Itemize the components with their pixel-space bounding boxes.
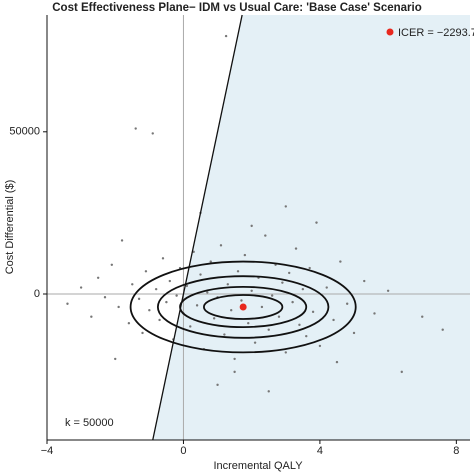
confidence-ellipse (179, 285, 308, 328)
simulation-point (288, 271, 291, 275)
simulation-point (127, 322, 131, 325)
simulation-point (148, 309, 151, 312)
simulation-point (103, 296, 107, 299)
simulation-point (318, 344, 322, 348)
simulation-point (284, 205, 287, 208)
simulation-point (441, 328, 444, 331)
confidence-ellipse (203, 294, 284, 320)
x-tick-label: 0 (180, 445, 186, 457)
threshold-line (152, 14, 243, 441)
simulation-point (195, 304, 199, 307)
simulation-point (226, 283, 229, 286)
legend-marker (386, 28, 394, 36)
simulation-point (250, 289, 253, 292)
simulation-point (277, 315, 281, 318)
simulation-point (267, 328, 270, 331)
simulation-point (66, 302, 69, 305)
simulation-point (209, 260, 212, 263)
simulation-point (189, 325, 192, 328)
y-axis-label: Cost Differential ($) (4, 180, 16, 275)
simulation-point (141, 331, 144, 335)
simulation-point (253, 341, 257, 344)
y-tick-label: 0 (34, 288, 40, 300)
simulation-point (161, 257, 165, 260)
simulation-point (247, 322, 250, 325)
simulation-point (267, 390, 270, 393)
simulation-point (90, 315, 93, 318)
simulation-point (332, 318, 335, 322)
simulation-point (114, 357, 117, 361)
x-tick-label: 8 (453, 445, 459, 457)
simulation-point (175, 294, 178, 297)
simulation-point (117, 305, 120, 309)
simulation-point (224, 34, 228, 38)
x-axis-label: Incremental QALY (213, 460, 303, 472)
simulation-point (230, 309, 233, 312)
confidence-ellipse (129, 260, 357, 354)
confidence-ellipse (156, 275, 330, 339)
simulation-point (281, 281, 284, 284)
simulation-point (284, 351, 287, 354)
x-tick-label: −4 (41, 445, 54, 457)
simulation-point (352, 331, 356, 335)
simulation-point (110, 263, 114, 267)
simulation-point (151, 132, 154, 135)
simulation-point (199, 273, 202, 276)
simulation-point (294, 247, 298, 250)
simulation-point (264, 234, 267, 237)
simulation-point (345, 302, 349, 305)
simulation-point (240, 299, 243, 302)
simulation-point (308, 266, 311, 270)
simulation-point (120, 239, 124, 242)
simulation-point (137, 297, 141, 301)
legend-label: ICER = −2293.76 (398, 27, 474, 39)
icer-point (239, 303, 247, 311)
cost-effective-region (152, 15, 470, 440)
simulation-point (339, 260, 342, 263)
simulation-point (325, 286, 328, 289)
y-tick-label: 50000 (9, 126, 40, 138)
simulation-point (260, 305, 264, 309)
simulation-point (315, 221, 318, 224)
simulation-point (233, 370, 236, 374)
simulation-point (301, 287, 305, 291)
simulation-point (212, 317, 216, 320)
simulation-point (144, 270, 148, 273)
simulation-point (421, 315, 424, 318)
simulation-point (243, 253, 247, 257)
simulation-point (165, 300, 168, 304)
simulation-point (270, 294, 274, 297)
simulation-point (131, 283, 134, 286)
simulation-point (158, 318, 161, 322)
chart-title: Cost Effectiveness Plane− IDM vs Usual C… (52, 2, 421, 14)
simulation-point (223, 333, 226, 336)
simulation-point (305, 334, 308, 338)
simulation-point (79, 286, 83, 289)
simulation-point (216, 383, 219, 387)
threshold-label: k = 50000 (65, 417, 114, 429)
simulation-point (96, 276, 100, 279)
simulation-point (168, 279, 172, 283)
simulation-point (206, 291, 209, 294)
simulation-point (311, 310, 315, 314)
simulation-point (335, 360, 339, 364)
simulation-point (219, 244, 223, 247)
simulation-point (134, 127, 137, 130)
simulation-point (363, 279, 366, 283)
simulation-point (291, 300, 294, 304)
simulation-point (298, 323, 301, 327)
x-tick-label: 4 (317, 445, 323, 457)
simulation-point (233, 357, 236, 361)
simulation-point (236, 270, 240, 273)
simulation-point (185, 284, 189, 288)
simulation-point (250, 224, 253, 228)
simulation-point (373, 312, 376, 315)
simulation-point (154, 287, 158, 291)
simulation-point (400, 370, 403, 374)
simulation-point (386, 289, 390, 292)
